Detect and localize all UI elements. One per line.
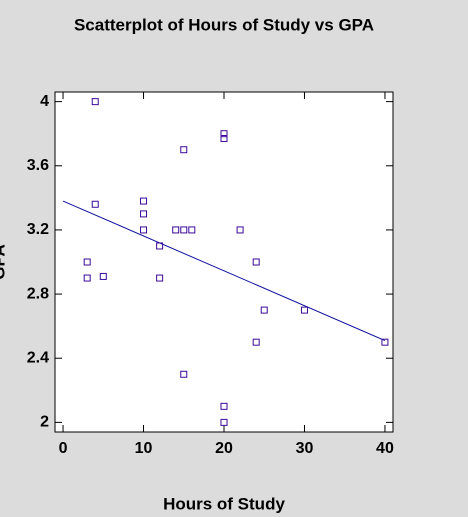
y-axis-label: GPA — [0, 244, 8, 280]
point — [220, 135, 228, 143]
y-tick-label: 2 — [40, 414, 49, 431]
point — [188, 226, 196, 234]
chart-title: Scatterplot of Hours of Study vs GPA — [74, 15, 374, 34]
point — [99, 272, 107, 280]
point — [220, 418, 228, 426]
point — [140, 210, 148, 218]
point — [140, 197, 148, 205]
point — [381, 338, 389, 346]
point — [260, 306, 268, 314]
point — [220, 130, 228, 138]
point — [156, 242, 164, 250]
point — [83, 258, 91, 266]
y-tick-label: 2.4 — [27, 349, 49, 366]
y-tick-label: 2.8 — [27, 285, 49, 302]
point — [220, 402, 228, 410]
x-tick-label: 20 — [215, 440, 233, 457]
point — [83, 274, 91, 282]
fit-line — [62, 200, 386, 342]
point — [300, 306, 308, 314]
plot-area — [54, 91, 394, 433]
point — [91, 98, 99, 106]
point — [252, 258, 260, 266]
point — [140, 226, 148, 234]
point — [236, 226, 244, 234]
x-tick-label: 30 — [296, 440, 314, 457]
point — [172, 226, 180, 234]
x-tick-label: 40 — [376, 440, 394, 457]
y-tick-label: 4 — [40, 93, 49, 110]
point — [180, 370, 188, 378]
point — [91, 200, 99, 208]
point — [180, 146, 188, 154]
x-axis-label: Hours of Study — [163, 494, 285, 513]
point — [156, 274, 164, 282]
x-tick-label: 10 — [135, 440, 153, 457]
y-tick-label: 3.6 — [27, 157, 49, 174]
y-tick-label: 3.2 — [27, 221, 49, 238]
point — [180, 226, 188, 234]
x-tick-label: 0 — [59, 440, 68, 457]
point — [252, 338, 260, 346]
